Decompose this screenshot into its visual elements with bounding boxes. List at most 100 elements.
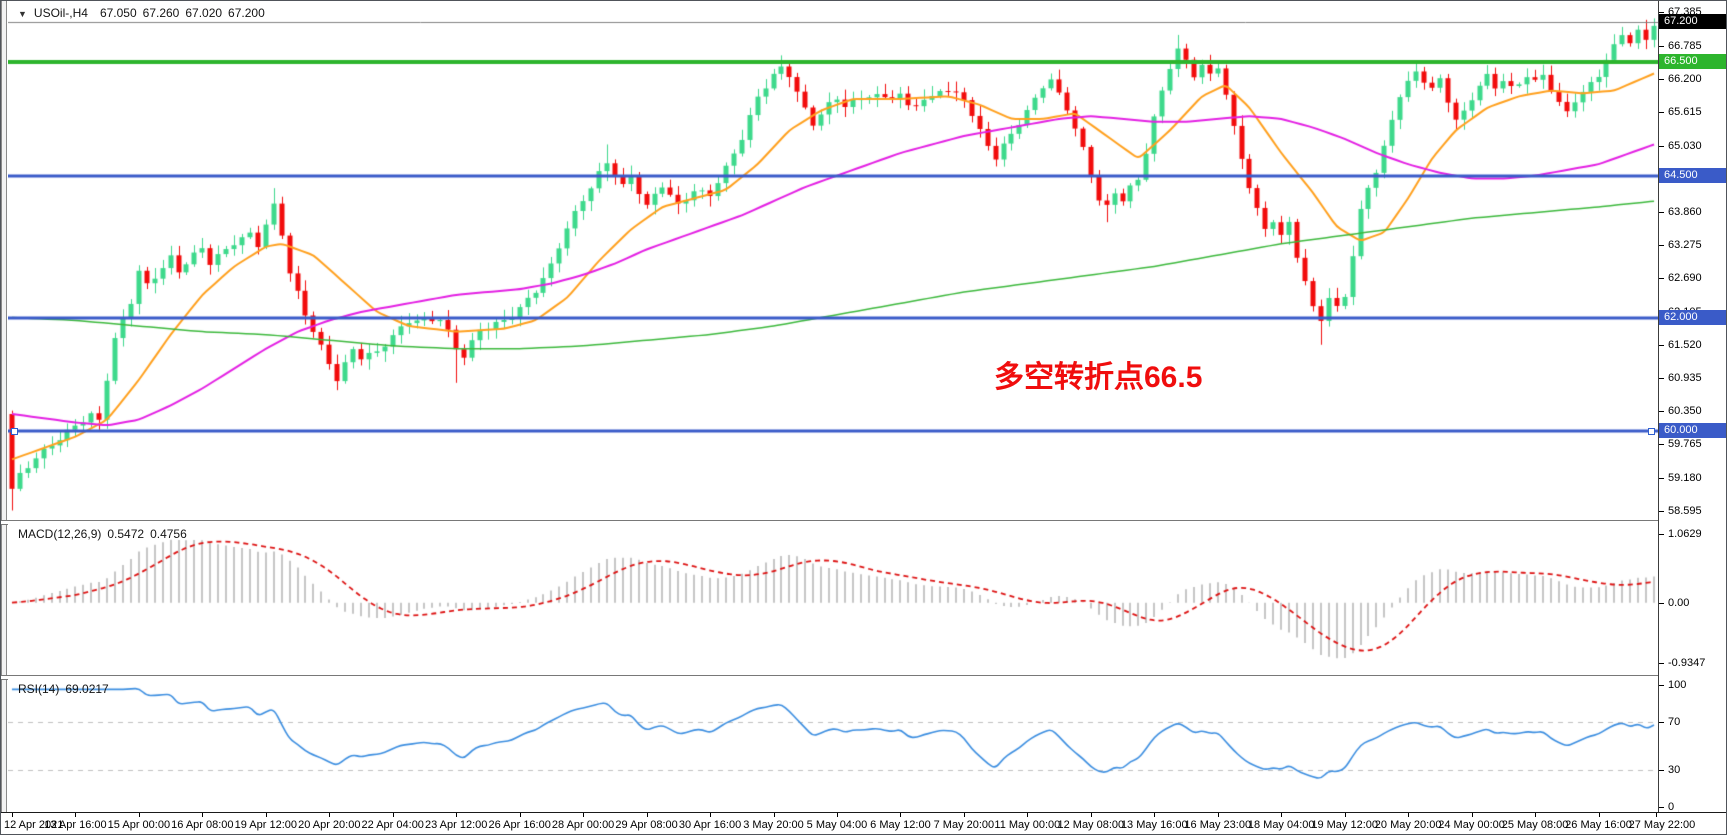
quote-low: 67.020 (185, 6, 223, 20)
time-axis-label: 3 May 20:00 (743, 819, 804, 831)
rsi-label-row: RSI(14) 69.0217 (18, 682, 115, 696)
axis-tick (1659, 663, 1664, 664)
price-axis-label: 63.275 (1668, 239, 1702, 251)
hline-anchor-handle-left[interactable] (11, 428, 18, 436)
axis-tick (1659, 245, 1664, 246)
axis-tick (1659, 146, 1664, 147)
chart-annotation-text[interactable]: 多空转折点66.5 (994, 361, 1203, 394)
time-axis-label: 7 May 20:00 (933, 819, 995, 831)
time-axis-tick (710, 813, 711, 817)
axis-tick (1659, 511, 1664, 512)
hline-price-tag: 60.000 (1659, 423, 1726, 438)
axis-separator (1658, 1, 1659, 834)
time-axis-tick (456, 813, 457, 817)
time-axis-tick (520, 813, 521, 817)
time-axis-tick (1408, 813, 1409, 817)
quote-high: 67.260 (142, 6, 180, 20)
time-axis-label: 28 Apr 00:00 (551, 819, 615, 831)
time-axis-label: 15 Apr 00:00 (107, 819, 171, 831)
time-axis-label: 12 May 08:00 (1057, 819, 1125, 831)
time-axis-label: 27 May 22:00 (1628, 819, 1696, 831)
macd-main-value: 0.5472 (107, 527, 145, 541)
symbol-dropdown-icon[interactable]: ▼ (18, 9, 27, 19)
axis-tick (1659, 722, 1664, 723)
axis-tick (1659, 807, 1664, 808)
price-axis-label: 61.520 (1668, 339, 1702, 351)
time-axis-tick (12, 813, 13, 817)
chart-title: ▼ USOil-,H4 67.050 67.260 67.020 67.200 (18, 6, 271, 20)
main-chart-panel: ▼ USOil-,H4 67.050 67.260 67.020 67.200 多空转折点… (8, 2, 1658, 520)
time-axis-tick (1281, 813, 1282, 817)
time-axis-label: 25 May 08:00 (1501, 819, 1569, 831)
symbol-timeframe-label: USOil-,H4 (33, 6, 88, 20)
macd-panel: MACD(12,26,9) 0.5472 0.4756 (8, 524, 1658, 675)
time-axis-label: 19 Apr 12:00 (234, 819, 298, 831)
price-axis-label: 63.860 (1668, 206, 1702, 218)
price-axis-label: 30 (1668, 764, 1681, 776)
time-axis-label: 20 Apr 20:00 (298, 819, 361, 831)
price-axis-label: 0.00 (1668, 597, 1690, 609)
time-axis-tick (964, 813, 965, 817)
time-axis-tick (1091, 813, 1092, 817)
panel-splitter[interactable] (1, 1, 7, 834)
time-axis-label: 18 May 04:00 (1247, 819, 1315, 831)
time-axis-tick (1218, 813, 1219, 817)
axis-tick (1659, 79, 1664, 80)
rsi-value: 69.0217 (65, 682, 109, 696)
axis-tick (1659, 378, 1664, 379)
price-axis[interactable]: 67.38566.78566.20065.61565.03064.44563.8… (1659, 1, 1726, 834)
time-axis-tick (139, 813, 140, 817)
time-axis-label: 13 May 16:00 (1120, 819, 1188, 831)
price-axis-label: 60.935 (1668, 372, 1702, 384)
quote-close: 67.200 (228, 6, 265, 20)
price-axis-label: 59.765 (1668, 438, 1702, 450)
axis-tick (1659, 112, 1664, 113)
hline-price-tag: 62.000 (1659, 310, 1726, 325)
time-axis-tick (1154, 813, 1155, 817)
time-axis-label: 12 Apr 2021 (4, 819, 64, 831)
axis-tick (1659, 478, 1664, 479)
price-axis-label: 59.180 (1668, 472, 1702, 484)
axis-tick (1659, 12, 1664, 13)
time-axis-tick (1345, 813, 1346, 817)
time-axis-tick (202, 813, 203, 817)
time-axis-tick (1535, 813, 1536, 817)
axis-tick (1659, 345, 1664, 346)
time-axis-label: 5 May 04:00 (806, 819, 868, 831)
time-axis-tick (900, 813, 901, 817)
price-axis-label: 62.690 (1668, 272, 1702, 284)
axis-tick (1659, 278, 1664, 279)
axis-tick (1659, 534, 1664, 535)
current-price-tag: 67.200 (1659, 14, 1726, 29)
time-axis-label: 23 Apr 12:00 (424, 819, 488, 831)
hline-anchor-handle-right[interactable] (1648, 428, 1655, 436)
time-axis-tick (393, 813, 394, 817)
time-axis-tick (266, 813, 267, 817)
price-axis-label: 66.200 (1668, 73, 1702, 85)
time-axis-label: 26 Apr 16:00 (488, 819, 551, 831)
time-axis-label: 20 May 20:00 (1374, 819, 1442, 831)
axis-tick (1659, 46, 1664, 47)
time-axis-label: 19 May 12:00 (1311, 819, 1378, 831)
time-axis-label: 16 May 23:00 (1184, 819, 1252, 831)
price-chart-canvas[interactable] (8, 2, 1658, 520)
quote-open: 67.050 (99, 6, 137, 20)
axis-tick (1659, 212, 1664, 213)
rsi-canvas[interactable] (8, 679, 1658, 811)
time-axis-tick (837, 813, 838, 817)
hline-price-tag: 66.500 (1659, 54, 1726, 69)
time-axis-label: 6 May 12:00 (870, 819, 931, 831)
price-axis-label: 58.595 (1668, 505, 1702, 517)
macd-label-row: MACD(12,26,9) 0.5472 0.4756 (18, 527, 193, 541)
price-axis-label: 0 (1668, 801, 1675, 813)
time-axis-tick (647, 813, 648, 817)
axis-tick (1659, 603, 1664, 604)
time-axis-label: 22 Apr 04:00 (361, 819, 424, 831)
macd-signal-value: 0.4756 (150, 527, 187, 541)
price-axis-label: 70 (1668, 716, 1681, 728)
price-axis-label: 60.350 (1668, 405, 1702, 417)
time-axis[interactable]: 12 Apr 2021 13 Apr 16:00 15 Apr 00:00 16 Ap… (1, 812, 1726, 834)
time-axis-label: 29 Apr 08:00 (615, 819, 678, 831)
macd-canvas[interactable] (8, 524, 1658, 675)
